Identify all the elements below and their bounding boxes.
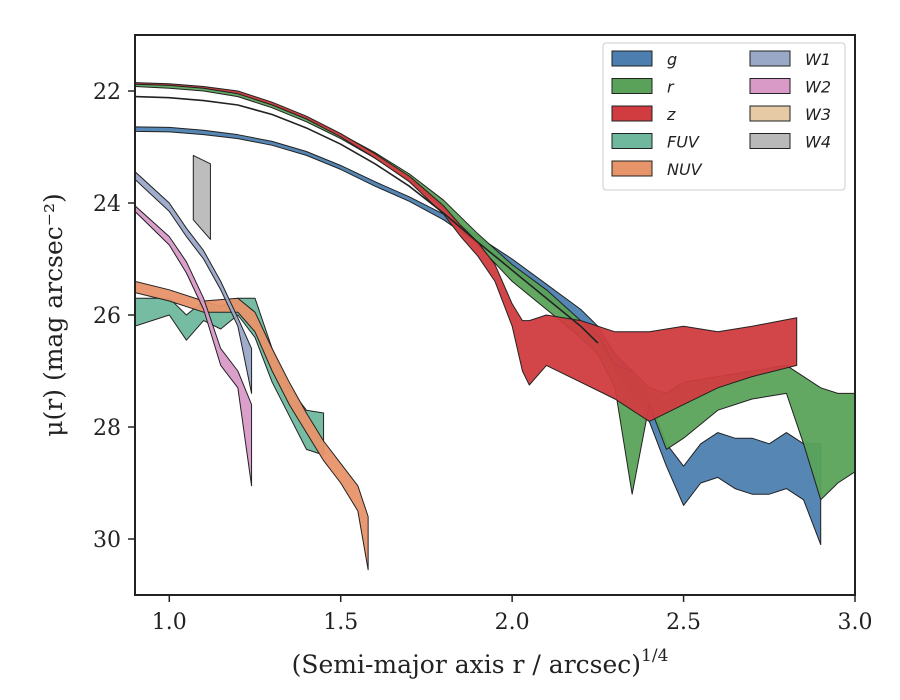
legend-label-w1: W1 — [805, 50, 831, 69]
y-tick-label: 24 — [93, 192, 121, 217]
legend-swatch-fuv — [611, 133, 653, 149]
legend-label-z: z — [666, 105, 676, 124]
legend-swatch-r — [611, 78, 653, 94]
legend: grz FUV NUV W1 W2 W3 W4 — [602, 42, 846, 191]
legend-label-g: g — [667, 50, 677, 69]
x-axis: 1.0 1.5 2.0 2.5 3.0 — [152, 595, 873, 635]
x-tick-label: 1.5 — [323, 610, 358, 635]
x-tick-label: 2.0 — [495, 610, 530, 635]
legend-label-r: r — [667, 78, 675, 97]
series-band-z — [135, 82, 798, 422]
outline-line-0 — [135, 95, 599, 344]
y-tick-label: 22 — [93, 80, 121, 105]
x-tick-label: 2.5 — [666, 610, 701, 635]
y-tick-label: 28 — [93, 416, 121, 441]
legend-swatch-nuv — [611, 160, 653, 177]
y-axis: 22 24 26 28 30 — [93, 80, 135, 553]
x-tick-label: 1.0 — [152, 610, 187, 635]
series-fills — [135, 82, 855, 571]
y-axis-label: μ(r) (mag arcsec⁻²) — [39, 193, 68, 436]
legend-swatch-w1 — [749, 50, 791, 67]
legend-swatch-g — [611, 50, 653, 67]
legend-label-nuv: NUV — [667, 160, 703, 179]
outline-lines — [135, 95, 599, 344]
series-band-nuv — [135, 280, 369, 571]
x-axis-label: (Semi-major axis r / arcsec)1/4 — [292, 646, 669, 679]
y-tick-label: 30 — [93, 528, 121, 553]
series-band-w4 — [192, 154, 211, 240]
series-band-w1 — [135, 171, 253, 394]
y-tick-label: 26 — [93, 304, 121, 329]
legend-swatch-w3 — [749, 105, 791, 122]
legend-label-w2: W2 — [805, 78, 831, 97]
series-band-w2 — [135, 205, 253, 487]
legend-swatch-w2 — [749, 78, 791, 94]
legend-swatch-z — [611, 105, 653, 122]
x-tick-label: 3.0 — [838, 610, 873, 635]
legend-label-w4: W4 — [805, 133, 831, 152]
legend-label-fuv: FUV — [667, 133, 700, 152]
legend-label-w3: W3 — [805, 105, 831, 124]
legend-swatch-w4 — [749, 133, 791, 149]
